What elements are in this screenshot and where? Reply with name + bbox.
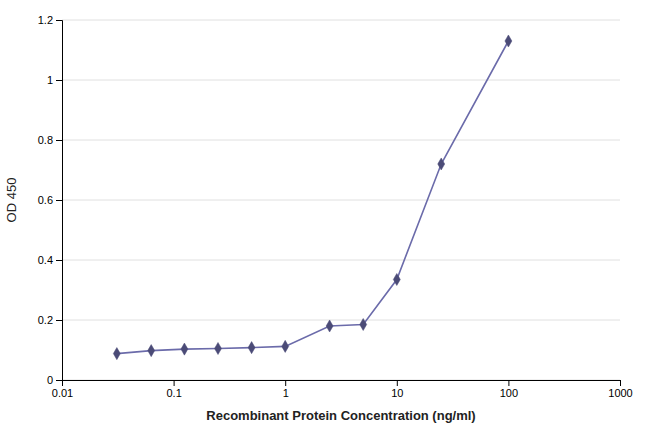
point xyxy=(248,342,255,354)
tick: 1.2 xyxy=(38,14,62,26)
grid-line xyxy=(62,80,620,81)
tick-mark xyxy=(56,80,62,81)
tick-mark xyxy=(56,380,62,381)
grid xyxy=(62,20,620,380)
tick: 1 xyxy=(283,380,289,399)
point xyxy=(393,273,400,285)
tick-label: 10 xyxy=(391,387,403,399)
tick-label: 0.6 xyxy=(38,194,53,206)
y-axis-title: OD 450 xyxy=(4,178,19,223)
point xyxy=(326,320,333,332)
grid-line xyxy=(62,200,620,201)
tick: 10 xyxy=(391,380,403,399)
tick: 0.1 xyxy=(166,380,181,399)
tick-label: 0 xyxy=(47,374,53,386)
axis-line xyxy=(56,21,63,381)
plot: 0.01 0.1 1 10 100 1000 0 0.2 0.4 0.6 0.8 1 1.2 xyxy=(38,14,633,399)
tick-mark xyxy=(56,140,62,141)
tick-mark xyxy=(56,200,62,201)
point xyxy=(282,340,289,352)
grid-line xyxy=(62,260,620,261)
tick-label: 0.8 xyxy=(38,134,53,146)
x-axis: 0.01 0.1 1 10 100 1000 xyxy=(52,380,633,399)
chart: 0.01 0.1 1 10 100 1000 0 0.2 0.4 0.6 0.8 1 1.2 Recomb… xyxy=(0,0,650,432)
grid-line xyxy=(62,20,620,21)
tick-label: 0.01 xyxy=(52,387,73,399)
tick-mark xyxy=(397,380,398,386)
point xyxy=(360,318,367,330)
y-axis: 0 0.2 0.4 0.6 0.8 1 1.2 xyxy=(38,14,63,386)
tick: 0 xyxy=(47,374,62,386)
tick-label: 1000 xyxy=(608,387,632,399)
tick: 0.6 xyxy=(38,194,62,206)
tick-label: 1 xyxy=(47,74,53,86)
tick-mark xyxy=(285,380,286,386)
point xyxy=(148,345,155,357)
tick: 0.01 xyxy=(52,380,73,399)
tick-mark xyxy=(174,380,175,386)
point xyxy=(215,342,222,354)
tick-label: 0.2 xyxy=(38,314,53,326)
tick-mark xyxy=(620,380,621,386)
tick: 1 xyxy=(47,74,62,86)
point xyxy=(113,348,120,360)
grid-line xyxy=(62,140,620,141)
tick-mark xyxy=(508,380,509,386)
tick: 0.2 xyxy=(38,314,62,326)
line xyxy=(117,41,509,354)
point xyxy=(505,35,512,47)
grid-line xyxy=(62,320,620,321)
tick-mark xyxy=(56,20,62,21)
marks xyxy=(113,35,512,360)
tick: 1000 xyxy=(608,380,632,399)
tick: 0.8 xyxy=(38,134,62,146)
tick-label: 0.4 xyxy=(38,254,53,266)
tick-label: 0.1 xyxy=(166,387,181,399)
point xyxy=(181,343,188,355)
x-axis-title: Recombinant Protein Concentration (ng/ml… xyxy=(206,408,475,423)
tick-mark xyxy=(56,260,62,261)
axis-line xyxy=(63,381,621,387)
tick-label: 100 xyxy=(500,387,518,399)
tick-label: 1.2 xyxy=(38,14,53,26)
tick: 0.4 xyxy=(38,254,62,266)
point xyxy=(438,158,445,170)
tick-mark xyxy=(56,320,62,321)
tick: 100 xyxy=(500,380,518,399)
tick-label: 1 xyxy=(283,387,289,399)
